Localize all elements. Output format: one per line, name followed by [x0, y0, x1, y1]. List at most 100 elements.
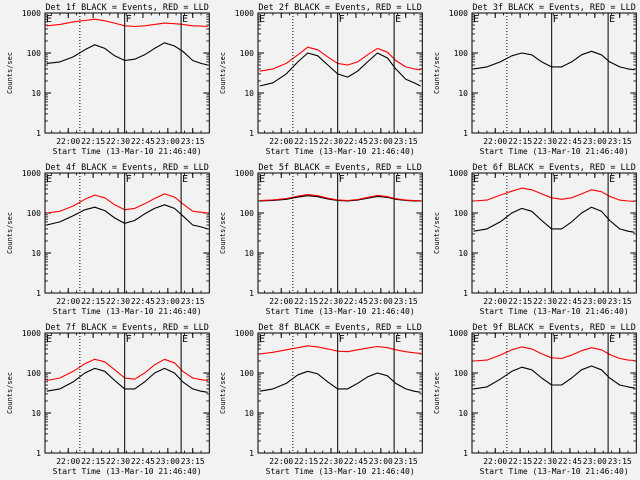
x-tick-label: 23:00: [369, 137, 393, 146]
y-tick-label: 10: [458, 249, 468, 258]
y-tick-label: 1000: [235, 9, 254, 18]
start-marker-label: E: [46, 174, 52, 185]
x-tick-label: 23:15: [181, 297, 205, 306]
series-line-red: [473, 187, 635, 202]
x-tick-label: 23:15: [607, 137, 631, 146]
x-tick-label: 23:00: [582, 457, 606, 466]
plot-frame: [257, 12, 424, 134]
x-tick-label: 23:15: [181, 457, 205, 466]
x-tick-label: 22:30: [106, 457, 130, 466]
x-tick-label: 22:15: [81, 457, 105, 466]
x-tick-label: 22:30: [319, 297, 343, 306]
x-tick-label: 22:15: [294, 297, 318, 306]
x-tick-label: 22:15: [508, 297, 532, 306]
y-tick-label: 1000: [448, 9, 467, 18]
series-line-red: [46, 358, 208, 382]
marker-label: E: [609, 14, 615, 25]
y-tick-label: 10: [31, 89, 41, 98]
chart-panel-3: Det 3f BLACK = Events, RED = LLD Counts/s…: [433, 3, 637, 156]
x-tick-label: 23:00: [156, 137, 180, 146]
x-tick-label: 23:15: [394, 297, 418, 306]
chart-title: Det 3f BLACK = Events, RED = LLD: [472, 3, 635, 13]
x-tick-label: 22:15: [294, 457, 318, 466]
plot-frame: [471, 332, 637, 454]
y-tick-label: 1: [250, 449, 255, 458]
y-tick-label: 1000: [235, 169, 254, 178]
plot-frame: [471, 172, 637, 294]
marker-label: F: [339, 14, 345, 25]
y-tick-label: 1: [463, 449, 468, 458]
marker-label: F: [339, 174, 345, 185]
x-tick-label: 22:45: [131, 297, 155, 306]
marker-label: F: [552, 334, 558, 345]
chart-panel-8: Det 8f BLACK = Events, RED = LLD Counts/s…: [219, 323, 424, 476]
series-line-black: [473, 365, 635, 390]
plot-frame: [44, 332, 210, 454]
marker-label: E: [395, 14, 401, 25]
y-tick-label: 100: [27, 209, 42, 218]
marker-label: E: [395, 334, 401, 345]
y-axis-label: Counts/sec: [6, 52, 14, 94]
y-tick-label: 1: [36, 289, 41, 298]
plot-frame: [471, 12, 637, 134]
marker-label: F: [552, 174, 558, 185]
y-axis-label: Counts/sec: [6, 212, 14, 254]
x-tick-label: 22:30: [106, 137, 130, 146]
series-line-red: [46, 193, 208, 214]
series-line-black: [473, 206, 635, 233]
y-tick-label: 1: [36, 449, 41, 458]
x-tick-label: 23:00: [582, 297, 606, 306]
y-tick-label: 100: [27, 369, 42, 378]
start-marker-label: E: [473, 14, 479, 25]
start-marker-label: E: [46, 334, 52, 345]
x-axis-label: Start Time (13-Mar-10 21:46:40): [479, 307, 628, 316]
series-line-red: [259, 345, 422, 355]
y-tick-label: 1000: [22, 9, 41, 18]
x-tick-label: 23:00: [369, 297, 393, 306]
y-axis-label: Counts/sec: [219, 372, 227, 414]
series-line-black: [259, 52, 422, 87]
series-line-red: [259, 46, 422, 72]
x-tick-label: 23:15: [394, 457, 418, 466]
series-line-red: [259, 193, 422, 202]
marker-label: E: [395, 174, 401, 185]
x-tick-label: 22:00: [483, 297, 507, 306]
x-axis-label: Start Time (13-Mar-10 21:46:40): [266, 147, 415, 156]
x-tick-label: 23:15: [181, 137, 205, 146]
x-tick-label: 22:00: [56, 457, 80, 466]
x-tick-label: 22:45: [344, 137, 368, 146]
y-tick-label: 100: [453, 369, 468, 378]
x-tick-label: 22:30: [319, 137, 343, 146]
marker-label: E: [182, 14, 188, 25]
x-tick-label: 22:15: [81, 137, 105, 146]
chart-panel-2: Det 2f BLACK = Events, RED = LLD Counts/s…: [219, 3, 424, 156]
y-tick-label: 1: [250, 129, 255, 138]
x-axis-label: Start Time (13-Mar-10 21:46:40): [53, 147, 202, 156]
x-tick-label: 22:45: [558, 137, 582, 146]
y-axis-label: Counts/sec: [433, 372, 441, 414]
x-axis-label: Start Time (13-Mar-10 21:46:40): [53, 467, 202, 476]
y-tick-label: 100: [240, 209, 255, 218]
y-tick-label: 100: [240, 369, 255, 378]
x-tick-label: 22:30: [533, 297, 557, 306]
chart-title: Det 8f BLACK = Events, RED = LLD: [259, 323, 422, 333]
y-tick-label: 10: [31, 409, 41, 418]
y-tick-label: 100: [453, 49, 468, 58]
chart-panel-6: Det 6f BLACK = Events, RED = LLD Counts/s…: [433, 163, 637, 316]
marker-label: F: [339, 334, 345, 345]
x-tick-label: 23:00: [369, 457, 393, 466]
plot-frame: [44, 172, 210, 294]
x-axis-label: Start Time (13-Mar-10 21:46:40): [479, 467, 628, 476]
series-line-black: [259, 370, 422, 393]
x-tick-label: 22:45: [131, 457, 155, 466]
chart-title: Det 9f BLACK = Events, RED = LLD: [472, 323, 635, 333]
y-axis-label: Counts/sec: [433, 212, 441, 254]
x-tick-label: 22:00: [483, 137, 507, 146]
marker-label: F: [552, 14, 558, 25]
chart-title: Det 7f BLACK = Events, RED = LLD: [45, 323, 208, 333]
x-tick-label: 22:00: [270, 137, 294, 146]
y-axis-label: Counts/sec: [219, 212, 227, 254]
x-tick-label: 22:45: [558, 297, 582, 306]
marker-label: F: [126, 334, 132, 345]
y-tick-label: 10: [458, 89, 468, 98]
